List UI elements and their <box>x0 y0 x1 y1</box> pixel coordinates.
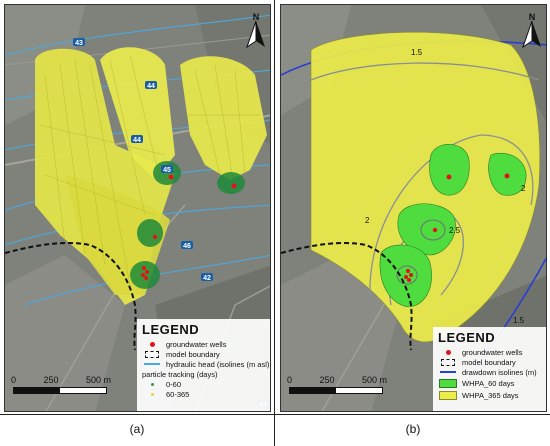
svg-text:42: 42 <box>203 275 211 282</box>
blue-line-icon <box>438 368 458 377</box>
head-label: 42 <box>201 273 213 282</box>
scale-label: 0 <box>287 375 293 385</box>
yellow-box-icon <box>438 390 458 400</box>
legend-item: groundwater wells <box>438 347 541 357</box>
legend-item: hydraulic head (isolines (m asl) <box>142 359 269 369</box>
legend-b: LEGEND groundwater wells model boundary … <box>433 327 546 411</box>
drawdown-label: 2 <box>521 184 526 193</box>
head-label: 43 <box>73 38 85 47</box>
head-label: 46 <box>181 241 193 250</box>
caption-divider <box>0 414 550 415</box>
scale-label: 0 <box>11 375 17 385</box>
legend-item: 0-60 <box>142 379 265 389</box>
scale-label: 250 <box>319 375 335 385</box>
caption-a: (a) <box>129 422 145 436</box>
drawdown-label: 2.5 <box>449 226 461 235</box>
particle-tracks-0-60 <box>130 161 245 289</box>
model-boundary <box>5 242 137 351</box>
legend-item: 60-365 <box>142 389 265 399</box>
legend-item: groundwater wells <box>142 339 265 349</box>
scale-bar: 0 250 500 m <box>11 375 111 394</box>
drawdown-label: 1.5 <box>513 316 525 325</box>
svg-text:46: 46 <box>183 243 191 250</box>
red-dot-icon <box>142 340 162 349</box>
green-dot-icon <box>142 380 162 389</box>
legend-title: LEGEND <box>438 330 496 345</box>
svg-text:44: 44 <box>133 137 141 144</box>
groundwater-wells <box>141 174 237 280</box>
legend-item: model boundary <box>438 357 541 367</box>
scale-label: 250 <box>43 375 59 385</box>
yellow-dot-icon <box>142 390 162 399</box>
svg-text:43: 43 <box>75 40 83 47</box>
scale-label: 500 m <box>85 375 111 385</box>
legend-title: LEGEND <box>142 322 200 337</box>
whpa-365-zone <box>310 32 541 343</box>
dashed-box-icon <box>438 358 458 367</box>
legend-a: LEGEND groundwater wells model boundary … <box>137 319 270 411</box>
panel-b: 1.5 2 2.5 2 1.5 N 0 250 500 m <box>276 0 550 446</box>
caption-b: (b) <box>405 422 421 436</box>
legend-item: WHPA_60 days <box>438 377 541 389</box>
svg-text:N: N <box>529 12 536 22</box>
legend-item: model boundary <box>142 349 265 359</box>
panel-a: 43 44 44 45 46 <box>0 0 274 446</box>
panel-divider <box>274 0 275 446</box>
svg-text:45: 45 <box>163 167 171 174</box>
blue-line-icon <box>142 360 162 369</box>
head-label: 44 <box>145 81 157 90</box>
red-dot-icon <box>438 348 458 357</box>
drawdown-label: 1.5 <box>411 48 423 57</box>
model-boundary <box>281 242 413 351</box>
svg-text:44: 44 <box>147 83 155 90</box>
legend-item: drawdown isolines (m) <box>438 367 541 377</box>
svg-text:N: N <box>253 12 260 22</box>
head-label: 44 <box>131 135 143 144</box>
groundwater-wells <box>404 173 510 282</box>
map-a: 43 44 44 45 46 <box>4 4 271 412</box>
scale-bar: 0 250 500 m <box>287 375 387 394</box>
head-label: 45 <box>161 165 173 174</box>
scale-label: 500 m <box>361 375 387 385</box>
dashed-box-icon <box>142 350 162 359</box>
legend-item: WHPA_365 days <box>438 389 541 401</box>
legend-item: particle tracking (days) <box>142 369 218 379</box>
green-box-icon <box>438 378 458 388</box>
map-b: 1.5 2 2.5 2 1.5 N 0 250 500 m <box>280 4 547 412</box>
drawdown-label: 2 <box>365 216 370 225</box>
